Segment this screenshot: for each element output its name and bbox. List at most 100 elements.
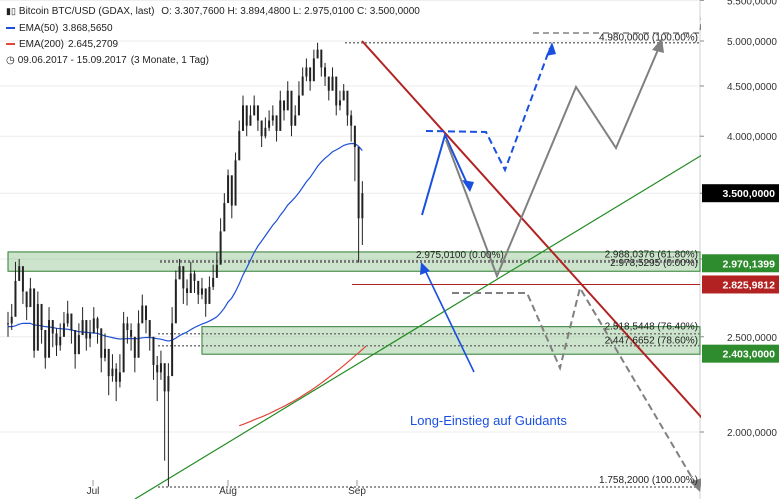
downtrend-line <box>361 40 703 419</box>
candle-body <box>357 147 360 219</box>
candle-body <box>189 273 192 294</box>
candle-body <box>156 365 159 373</box>
candle-body <box>316 49 319 59</box>
candle-body <box>312 58 315 82</box>
candle-body <box>182 266 185 289</box>
candle-body <box>33 288 36 351</box>
candle-body <box>193 273 196 281</box>
y-axis-background <box>701 0 780 499</box>
candle-body <box>115 368 118 382</box>
candle-body <box>264 127 267 137</box>
candle-body <box>137 323 140 358</box>
forecast-paths <box>421 13 703 492</box>
chart-type-icon[interactable]: ▮▯ <box>6 6 16 16</box>
annotation-fib_top: 4.980,0000 (100.00%) <box>599 33 698 44</box>
candle-body <box>133 336 136 358</box>
x-tick-label: Aug <box>219 486 237 497</box>
ema200-line <box>239 345 367 427</box>
candle-body <box>141 305 144 324</box>
candle-body <box>297 95 300 116</box>
candle-body <box>126 323 129 331</box>
candle-body <box>320 49 323 68</box>
annotation-fib_bottom: 1.758,2000 (100.00%) <box>599 475 698 486</box>
price-tag-upper_zone <box>702 254 779 273</box>
y-axis[interactable]: 2.000,00002.500,00003.000,00003.500,0000… <box>700 0 780 499</box>
annotation-fib_high2: 2.978,5295 (0.00%) <box>610 258 698 269</box>
candle-body <box>92 318 95 334</box>
candle-body <box>103 348 106 358</box>
candle-body <box>152 336 155 366</box>
x-axis: Jul Aug Sep <box>87 480 366 497</box>
candle-body <box>212 277 215 287</box>
date-range-text: 09.06.2017 - 15.09.2017 <box>17 55 127 66</box>
candle-body <box>89 333 92 339</box>
y-tick-label: 5.000,0000 <box>727 37 777 48</box>
note-arrow-line <box>423 267 475 373</box>
forecast-gray-bear <box>452 285 699 489</box>
ema200-legend[interactable]: EMA(200) 2.645,2709 <box>6 39 118 50</box>
date-range[interactable]: ◷ 09.06.2017 - 15.09.2017 (3 Monate, 1 Tag… <box>6 55 209 66</box>
candle-body <box>353 125 356 148</box>
price-tag-label-lower_zone: 2.403,0000 <box>722 349 775 361</box>
forecast-blue-arrowhead <box>462 180 474 192</box>
candle-body <box>159 363 162 373</box>
candle-body <box>163 363 166 392</box>
annotation-fib_mid2: 2.447,6652 (78.60%) <box>605 336 698 347</box>
trend-lines <box>134 40 703 499</box>
candle-body <box>260 120 263 137</box>
candle-body <box>81 320 84 336</box>
candle-body <box>200 288 203 295</box>
candle-body <box>275 115 278 131</box>
grid <box>0 0 701 499</box>
candle-body <box>268 120 271 128</box>
candle-body <box>342 90 345 101</box>
candle-body <box>74 330 77 355</box>
forecast-blue-dashed <box>425 47 551 173</box>
candle-body <box>100 328 103 358</box>
candle-body <box>70 313 73 331</box>
price-candles <box>7 42 364 487</box>
ema-lines <box>8 142 367 427</box>
candle-body <box>148 320 151 337</box>
clock-icon: ◷ <box>6 55 15 66</box>
ohlc-readout: O: 3.307,7600 H: 3.894,4800 L: 2.975,010… <box>161 6 420 17</box>
candle-body <box>294 115 297 126</box>
candle-body <box>283 100 286 111</box>
candle-body <box>122 323 125 373</box>
candle-body <box>29 288 32 308</box>
y-tick-label: 5.500,0000 <box>727 0 777 7</box>
candle-body <box>145 305 148 321</box>
candle-body <box>241 105 244 131</box>
candle-body <box>271 115 274 121</box>
support-zones <box>7 251 701 355</box>
candle-body <box>59 336 62 346</box>
chart-header: ▮▯ Bitcoin BTC/USD (GDAX, last) O: 3.307,… <box>6 6 420 17</box>
uptrend-line <box>134 154 703 499</box>
ema50-legend[interactable]: EMA(50) 3.868,5650 <box>6 23 113 34</box>
forecast-blue-dashed-arrowhead <box>546 42 556 56</box>
candle-body <box>44 330 47 358</box>
candle-body <box>174 279 177 324</box>
candle-body <box>204 288 207 304</box>
candle-body <box>249 115 252 126</box>
forecast-gray-bull-arrowhead <box>652 38 664 53</box>
candle-body <box>305 67 308 77</box>
candle-body <box>77 335 80 355</box>
y-tick-label: 2.500,0000 <box>727 333 777 344</box>
candle-body <box>96 318 99 329</box>
candle-body <box>234 160 237 206</box>
forecast-gray-bull <box>445 44 661 279</box>
candle-body <box>350 115 353 126</box>
candle-body <box>18 266 21 281</box>
price-tag-label-red_level: 2.825,9812 <box>722 279 775 291</box>
candle-body <box>21 266 24 292</box>
candle-body <box>253 105 256 116</box>
candle-body <box>197 280 200 295</box>
x-tick-label: Jul <box>87 486 100 497</box>
candle-body <box>51 320 54 334</box>
candle-body <box>107 348 110 377</box>
candle-body <box>25 291 28 308</box>
candle-body <box>215 264 218 278</box>
candle-body <box>118 372 121 382</box>
price-tag-red_level <box>702 275 779 294</box>
